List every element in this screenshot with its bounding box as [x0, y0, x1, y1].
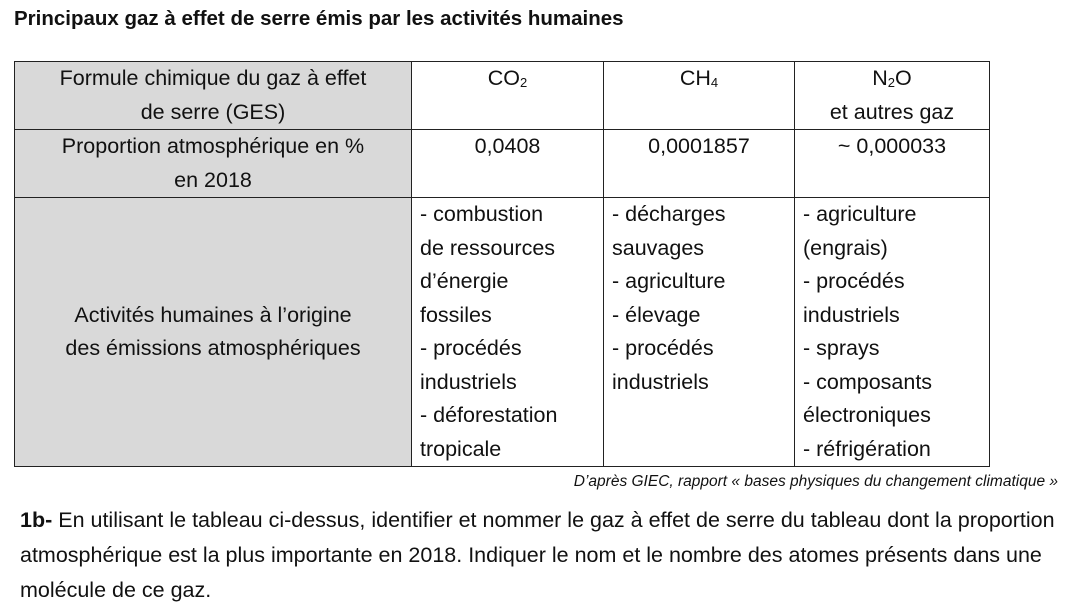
activity-line: - combustion	[420, 202, 544, 226]
source-citation: D’après GIEC, rapport « bases physiques …	[573, 473, 1058, 490]
activity-line: (engrais)	[803, 235, 888, 260]
row-header-line: de serre (GES)	[140, 99, 286, 124]
formula-subscript: 4	[710, 75, 719, 90]
row-header-line: Proportion atmosphérique en %	[61, 134, 365, 158]
row-header-line: des émissions atmosphériques	[65, 336, 361, 360]
activity-line: - procédés	[420, 336, 522, 360]
cell-proportion-co2: 0,0408	[411, 129, 604, 198]
formula-subscript: 2	[520, 75, 528, 90]
formula-base: N	[872, 66, 888, 90]
cell-formula-n2o: N2O et autres gaz	[794, 61, 990, 130]
activity-line: - décharges	[612, 202, 726, 226]
formula-subscript: 2	[887, 75, 896, 90]
row-header-line: Formule chimique du gaz à effet	[59, 66, 367, 90]
row-header-line: Activités humaines à l’origine	[74, 302, 352, 327]
table-row-proportion: Proportion atmosphérique en % en 2018 0,…	[14, 129, 990, 198]
activity-line: - élevage	[612, 302, 701, 327]
ghg-table: Formule chimique du gaz à effet de serre…	[14, 61, 990, 467]
formula-note: et autres gaz	[829, 99, 955, 124]
question-paragraph: 1b- En utilisant le tableau ci-dessus, i…	[20, 503, 1060, 608]
activity-line: - procédés	[612, 336, 714, 360]
question-label: 1b-	[20, 508, 53, 532]
row-header-line: en 2018	[174, 167, 252, 192]
formula-line: N2O	[803, 62, 981, 96]
activity-line: électroniques	[803, 403, 931, 427]
activity-line: - procédés	[803, 269, 905, 293]
row-header-activities: Activités humaines à l’origine des émiss…	[14, 197, 412, 467]
activity-line: d’énergie	[420, 269, 509, 293]
cell-formula-co2: CO2	[411, 61, 604, 130]
page-title: Principaux gaz à effet de serre émis par…	[14, 7, 624, 30]
activity-line: - composants	[803, 369, 933, 394]
cell-formula-ch4: CH4	[603, 61, 795, 130]
cell-proportion-n2o: ~ 0,000033	[794, 129, 990, 198]
cell-activities-n2o: - agriculture (engrais) - procédés indus…	[794, 197, 990, 467]
row-header-proportion: Proportion atmosphérique en % en 2018	[14, 129, 412, 198]
activity-line: - sprays	[803, 336, 880, 360]
activity-line: - agriculture	[612, 269, 726, 293]
row-header-formula: Formule chimique du gaz à effet de serre…	[14, 61, 412, 130]
formula-base: CO	[487, 66, 520, 90]
activity-line: industriels	[612, 369, 709, 394]
activity-line: - agriculture	[803, 202, 917, 226]
table-row-activities: Activités humaines à l’origine des émiss…	[14, 197, 990, 467]
activity-line: sauvages	[612, 235, 705, 260]
cell-proportion-ch4: 0,0001857	[603, 129, 795, 198]
cell-activities-co2: - combustion de ressources d’énergie fos…	[411, 197, 604, 467]
table-row-formula: Formule chimique du gaz à effet de serre…	[14, 61, 990, 130]
activity-line: de ressources	[420, 235, 556, 260]
cell-activities-ch4: - décharges sauvages - agriculture - éle…	[603, 197, 795, 467]
formula-base: CH	[679, 66, 711, 90]
activity-line: industriels	[803, 302, 900, 327]
formula-tail: O	[895, 66, 912, 90]
question-text: En utilisant le tableau ci-dessus, ident…	[20, 508, 1055, 602]
activity-line: fossiles	[420, 302, 492, 327]
activity-line: - réfrigération	[803, 436, 931, 461]
activity-line: - déforestation	[420, 403, 558, 427]
activity-line: industriels	[420, 369, 517, 394]
activity-line: tropicale	[420, 436, 502, 461]
